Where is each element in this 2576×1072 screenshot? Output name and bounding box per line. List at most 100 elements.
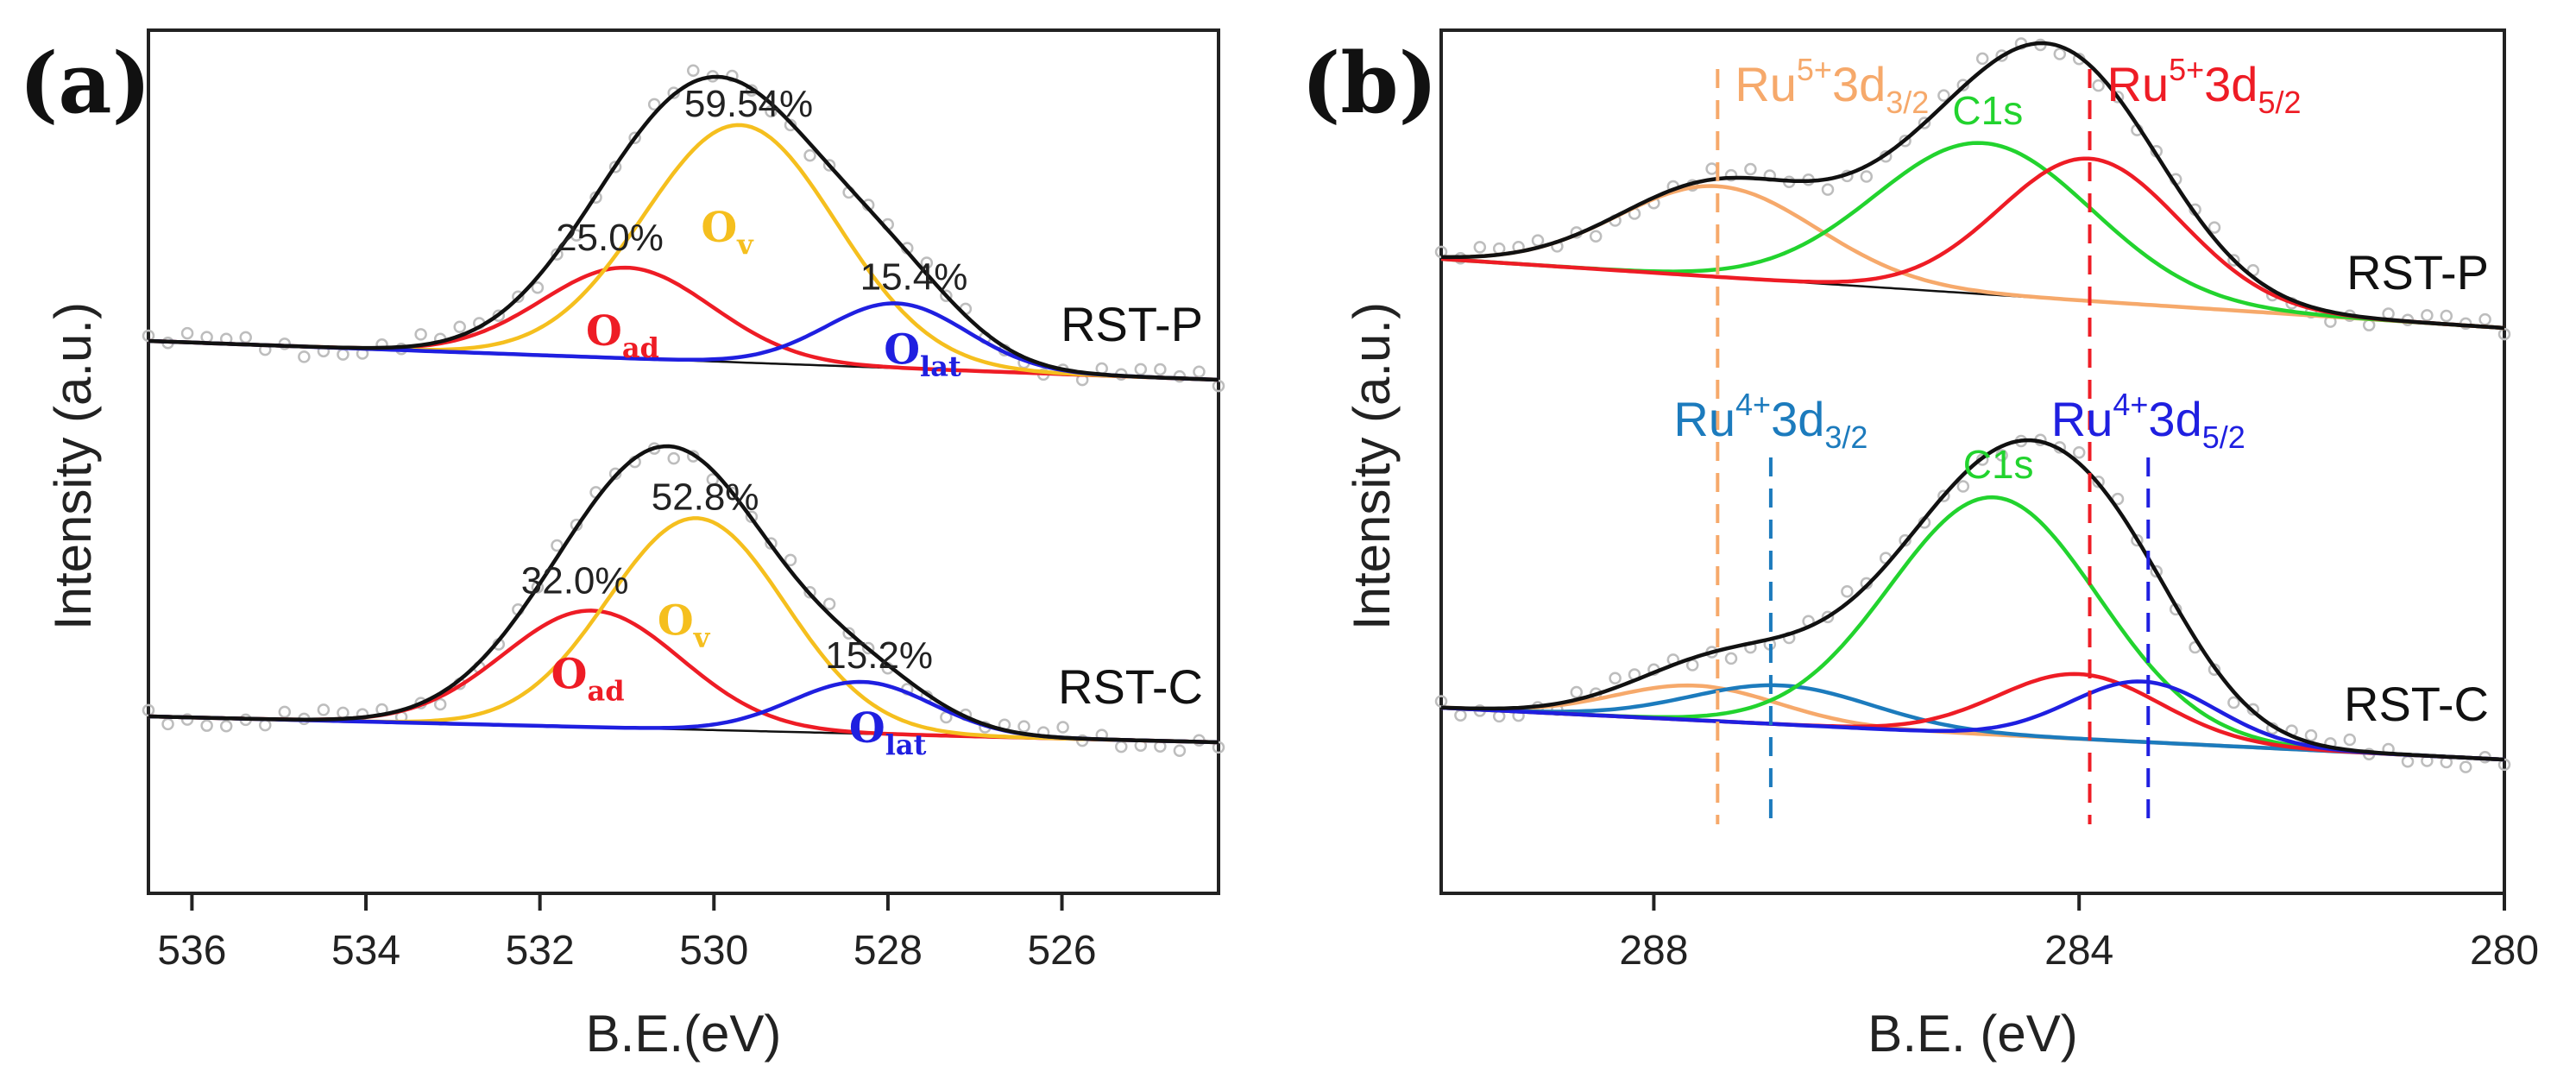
raw-data-point (1173, 744, 1187, 758)
series-label-rst-c: RST-C (1058, 659, 1203, 714)
series-label-rst-c: RST-C (2344, 677, 2489, 731)
percent-label-o-lat: 15.2% (825, 634, 933, 677)
reference-label-ru5-3d52: Ru5+3d5/2 (2107, 52, 2302, 120)
panel-b-letter: (b) (1301, 35, 1438, 132)
raw-data-point (667, 451, 680, 465)
raw-data-point (1454, 709, 1467, 722)
panel-b-plot-area: RST-P C1s RST-C C1s Ru5+3d3/2 Ru5+3d5/2 Ru4+3d… (1434, 37, 2511, 824)
panel-a-y-axis-title: Intensity (a.u.) (44, 302, 102, 630)
raw-data-point (433, 697, 447, 711)
raw-data-point (1899, 135, 1912, 148)
raw-data-point (512, 290, 525, 304)
raw-data-point (2304, 728, 2318, 742)
raw-data-point (647, 98, 661, 111)
raw-data-point (161, 717, 174, 731)
percent-label-o-lat: 15.4% (860, 255, 968, 298)
raw-data-point (1841, 585, 1854, 598)
component-o-ad (148, 265, 1219, 382)
raw-data-point (1434, 695, 1448, 708)
reference-label-ru4-3d32: Ru4+3d3/2 (1673, 387, 1867, 455)
raw-data-point (180, 326, 194, 340)
raw-data-point (765, 537, 778, 550)
x-tick-label: 532 (506, 928, 575, 974)
spectrum-rst-p: RST-P C1s (1434, 37, 2511, 341)
raw-data-point (1937, 89, 1950, 102)
raw-data-point (1821, 183, 1835, 196)
panel-a-frame (147, 28, 1220, 895)
envelope-line (148, 444, 1219, 745)
series-label-rst-p: RST-P (2346, 245, 2489, 300)
raw-data-point (608, 467, 622, 481)
raw-data-point (706, 473, 720, 486)
x-tick-label: 280 (2470, 928, 2539, 974)
raw-data-point (551, 539, 564, 552)
panel-b-x-axis-title: B.E. (eV) (1867, 1005, 2077, 1063)
raw-data-point (180, 713, 194, 726)
component-label-o-lat: Olat (849, 704, 927, 761)
raw-data-point (687, 64, 700, 78)
component-label-o-v: Ov (658, 596, 711, 653)
raw-data-point (1937, 489, 1950, 502)
raw-data-point (2227, 254, 2240, 267)
x-tick-label: 526 (1027, 928, 1096, 974)
raw-data-point (2092, 79, 2105, 92)
x-tick-label: 536 (157, 928, 226, 974)
raw-data-point (1975, 52, 1989, 66)
raw-data-point (2343, 733, 2357, 747)
raw-data-point (337, 706, 350, 720)
panel-b-frame (1439, 28, 2506, 895)
raw-data-point (1193, 365, 1206, 378)
raw-data-point (2208, 221, 2221, 234)
percent-label-o-ad: 32.0% (521, 559, 629, 602)
raw-data-point (628, 131, 641, 145)
component-o-v (148, 123, 1219, 382)
raw-data-point (940, 289, 953, 302)
raw-data-point (2440, 309, 2453, 323)
raw-data-point (2072, 446, 2086, 459)
raw-data-point (1531, 234, 1545, 247)
raw-data-point (2497, 327, 2511, 341)
raw-data-point (2131, 533, 2144, 547)
raw-data-point (822, 159, 836, 172)
raw-data-point (726, 486, 739, 500)
raw-data-point (803, 585, 816, 599)
raw-data-point (142, 329, 155, 343)
raw-data-point (2478, 312, 2491, 326)
spectrum-rst-c: RST-C C1s (1434, 433, 2511, 773)
raw-data-point (608, 161, 622, 173)
series-label-rst-p: RST-P (1061, 297, 1203, 351)
raw-data-point (2246, 703, 2260, 716)
x-tick-label: 528 (853, 928, 923, 974)
raw-data-point (200, 331, 213, 344)
raw-data-point (1705, 162, 1718, 175)
envelope-line (1440, 41, 2505, 331)
panel-a-x-axis-title: B.E.(eV) (586, 1005, 782, 1063)
percent-label-o-ad: 25.0% (556, 217, 664, 259)
raw-data-point (492, 309, 506, 323)
percent-label-o-v: 52.8% (652, 476, 759, 518)
raw-data-point (1115, 740, 1128, 754)
x-tick-label: 288 (1619, 928, 1688, 974)
raw-data-point (1589, 230, 1603, 243)
raw-data-point (453, 320, 466, 333)
panel-a-x-ticks: 536 534 532 530 528 526 (157, 893, 1097, 974)
reference-label-ru4-3d52: Ru4+3d5/2 (2051, 387, 2245, 455)
raw-data-point (842, 627, 855, 640)
raw-data-point (1995, 449, 2008, 462)
raw-data-point (2459, 760, 2472, 773)
panel-b-x-ticks: 288 284 280 (1619, 893, 2539, 974)
raw-data-point (1821, 610, 1835, 624)
raw-data-point (2227, 696, 2240, 709)
spectrum-rst-c: RST-C 32.0% Oad 52.8% Ov 15.2% Olat (142, 442, 1225, 761)
raw-data-point (745, 510, 759, 524)
component-ru5-3d32 (1440, 184, 2505, 331)
raw-data-point (1995, 49, 2008, 62)
raw-data-point (1212, 379, 1225, 393)
raw-data-point (2150, 564, 2163, 578)
raw-data-point (239, 331, 252, 344)
spectrum-rst-p: RST-P 25.0% Oad 59.54% Ov 15.4% Olat (142, 64, 1225, 393)
raw-data-point (1154, 363, 1167, 376)
raw-data-point (278, 705, 292, 719)
component-ru4-3d52 (1440, 679, 2505, 762)
